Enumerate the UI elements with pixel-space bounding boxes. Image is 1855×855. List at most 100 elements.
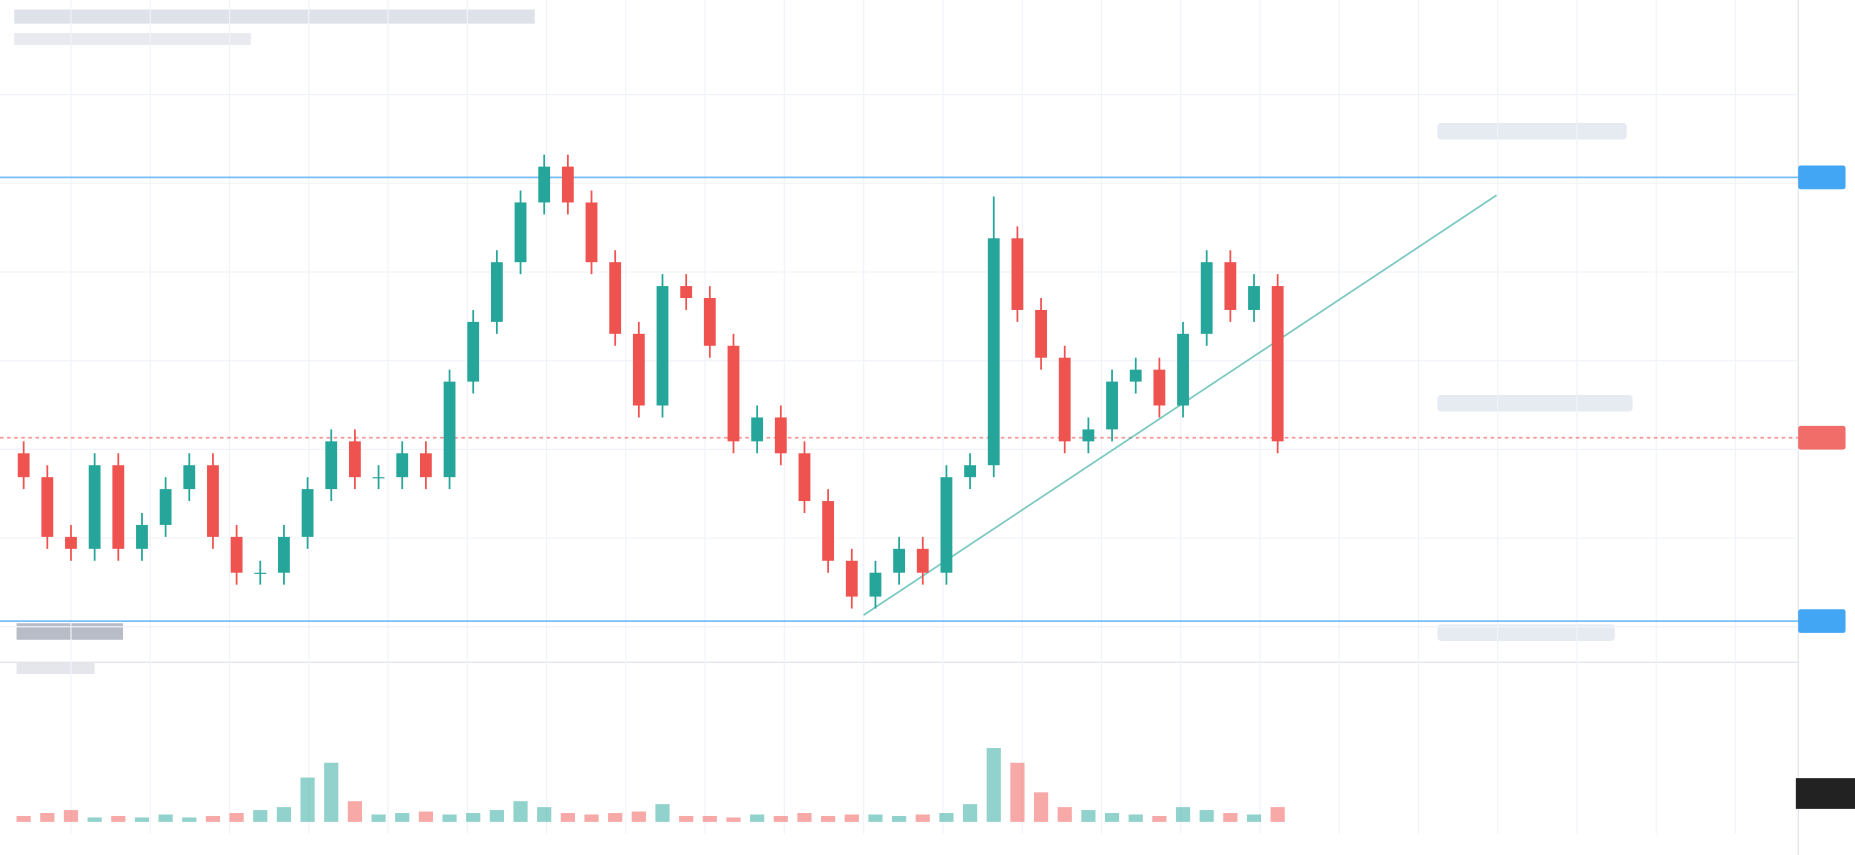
volume-bar (324, 762, 339, 822)
volume-bar (40, 813, 55, 822)
volume-bar (915, 814, 930, 822)
candle-body (183, 465, 196, 490)
volume-bar (466, 813, 481, 822)
volume-bar (418, 811, 433, 822)
candle-body (585, 202, 598, 263)
indicator-header (16, 662, 95, 675)
candle-body (230, 536, 243, 573)
candle-body (632, 333, 645, 406)
volume-bar (773, 815, 788, 822)
volume-bar (253, 810, 268, 822)
candle-body (1082, 429, 1095, 442)
candle-body (467, 321, 480, 382)
candle-body (916, 548, 929, 573)
candle-body (1153, 369, 1166, 406)
candle-body (1129, 369, 1142, 382)
symbol-header (14, 9, 535, 24)
volume-bar (750, 814, 765, 822)
candle-body (159, 489, 172, 525)
candle-body (1248, 286, 1260, 310)
level-label-box (1437, 122, 1627, 140)
level-tag (1798, 165, 1846, 190)
volume-bar (655, 804, 670, 822)
volume-bar (513, 801, 528, 822)
level-tag (1798, 425, 1846, 450)
candle-body (372, 477, 385, 479)
candle-body (254, 572, 267, 574)
volume-bar (489, 810, 504, 822)
candle-body (301, 489, 314, 537)
volume-bar (1010, 762, 1025, 822)
level-label-box (1437, 624, 1615, 641)
symbol-header (14, 33, 251, 45)
candle-body (1035, 309, 1047, 358)
volume-bar (702, 815, 717, 822)
candle-body (65, 536, 77, 549)
candle-body (1200, 262, 1213, 334)
volume-bar (347, 801, 363, 822)
volume-tag (1795, 778, 1855, 809)
candle-body (325, 441, 338, 490)
candle-body (514, 202, 527, 263)
candle-body (278, 536, 290, 573)
volume-bar (797, 813, 812, 822)
volume-bar (986, 747, 1001, 822)
volume-bar (844, 814, 859, 822)
volume-bar (205, 815, 221, 822)
candle-body (136, 524, 148, 549)
volume-bar (1175, 807, 1191, 822)
indicator-header (16, 623, 124, 640)
candle-body (845, 560, 858, 597)
candle-body (1011, 238, 1024, 310)
volume-bar (892, 815, 907, 822)
candle-body (348, 441, 361, 478)
volume-bar (442, 814, 457, 822)
candle-body (1106, 381, 1118, 430)
volume-bar (63, 810, 79, 822)
candle-body (751, 417, 764, 442)
volume-bar (1152, 815, 1167, 822)
candle-body (727, 345, 740, 442)
volume-bar (584, 814, 599, 822)
volume-bar (16, 815, 31, 822)
volume-bar (1270, 807, 1285, 822)
candle-body (41, 477, 54, 537)
volume-bar (1223, 813, 1238, 822)
candle-body (443, 381, 456, 478)
candle-body (609, 262, 622, 334)
volume-bar (111, 815, 126, 822)
candle-body (419, 453, 432, 478)
level-tag (1798, 609, 1846, 633)
candle-body (703, 298, 716, 346)
candle-body (987, 238, 1000, 466)
volume-bar (1057, 807, 1072, 822)
volume-bar (962, 804, 978, 822)
volume-bar (300, 777, 315, 822)
candle-body (798, 453, 811, 502)
volume-bar (395, 813, 410, 822)
volume-bar (158, 814, 173, 822)
candle-body (207, 465, 219, 537)
candle-body (396, 453, 409, 478)
candle-body (490, 262, 503, 322)
candle-body (88, 465, 101, 549)
candle-body (17, 453, 30, 478)
candle-body (561, 166, 574, 203)
volume-bar (371, 814, 386, 822)
candle-body (1177, 333, 1189, 406)
candle-body (774, 417, 787, 454)
candle-body (964, 465, 977, 478)
volume-bar (608, 813, 623, 822)
candle-body (822, 501, 835, 561)
volume-bar (631, 811, 646, 822)
candle-body (1058, 357, 1071, 442)
volume-bar (726, 817, 741, 822)
volume-bar (1033, 792, 1049, 822)
candle-body (940, 477, 953, 573)
candle-body (893, 548, 906, 573)
volume-bar (87, 817, 102, 822)
volume-bar (1199, 810, 1214, 822)
volume-bar (560, 813, 575, 822)
